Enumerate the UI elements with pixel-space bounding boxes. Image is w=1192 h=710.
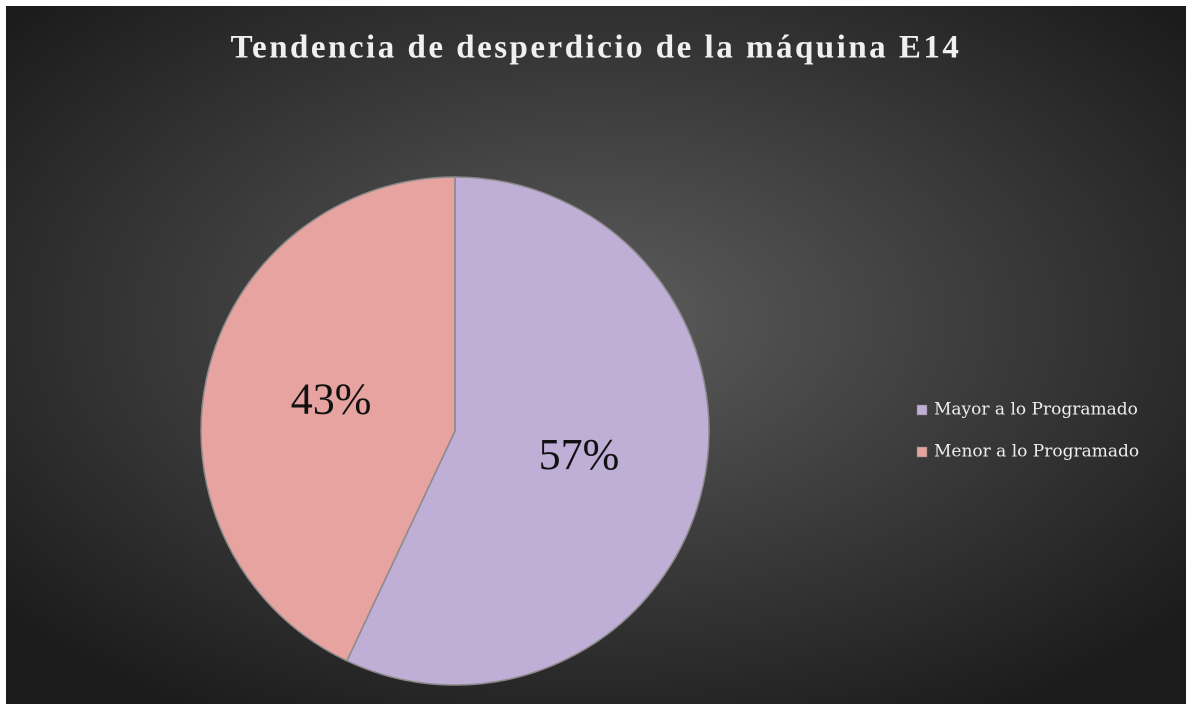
legend-label: Mayor a lo Programado [934, 400, 1138, 420]
chart-title: Tendencia de desperdicio de la máquina E… [231, 30, 962, 66]
pie-slice [345, 176, 710, 686]
legend-label: Menor a lo Programado [934, 442, 1139, 462]
pie-slice [200, 176, 456, 662]
data-label: 57% [539, 430, 620, 479]
data-label: 43% [291, 374, 372, 423]
legend-marker [916, 446, 928, 458]
legend-marker [916, 404, 928, 416]
